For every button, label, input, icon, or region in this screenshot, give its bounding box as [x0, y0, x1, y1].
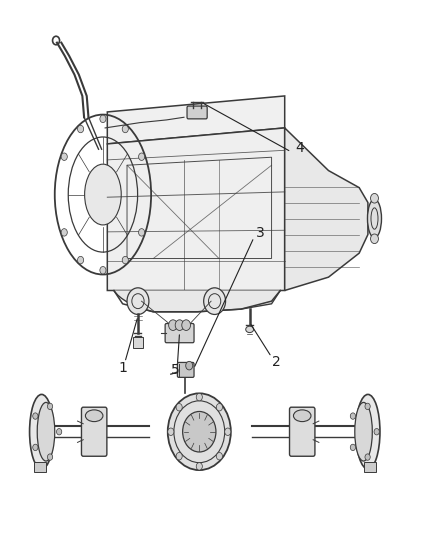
Circle shape	[371, 193, 378, 203]
Circle shape	[78, 256, 84, 264]
Polygon shape	[107, 128, 285, 290]
Text: 4: 4	[296, 141, 304, 155]
Ellipse shape	[37, 402, 55, 461]
FancyBboxPatch shape	[290, 407, 315, 456]
Circle shape	[168, 393, 231, 470]
FancyBboxPatch shape	[177, 362, 194, 377]
Text: 2: 2	[272, 356, 280, 369]
Circle shape	[175, 320, 184, 330]
Circle shape	[100, 115, 106, 123]
Circle shape	[216, 403, 223, 411]
Text: 3: 3	[256, 227, 265, 240]
Circle shape	[196, 463, 202, 470]
Circle shape	[182, 320, 191, 330]
Circle shape	[61, 229, 67, 236]
Circle shape	[138, 229, 145, 236]
Circle shape	[371, 234, 378, 244]
Circle shape	[365, 403, 370, 409]
Circle shape	[47, 454, 53, 461]
Circle shape	[350, 444, 356, 450]
FancyBboxPatch shape	[34, 462, 46, 472]
Polygon shape	[107, 96, 285, 144]
FancyBboxPatch shape	[133, 337, 143, 348]
Circle shape	[186, 361, 193, 370]
Ellipse shape	[85, 164, 121, 225]
Ellipse shape	[293, 410, 311, 422]
Circle shape	[196, 393, 202, 401]
Ellipse shape	[367, 199, 381, 238]
Text: 5: 5	[171, 364, 180, 377]
Circle shape	[33, 444, 38, 450]
Circle shape	[365, 454, 370, 461]
FancyBboxPatch shape	[364, 462, 376, 472]
FancyBboxPatch shape	[81, 407, 107, 456]
PathPatch shape	[114, 290, 280, 312]
Circle shape	[183, 411, 216, 452]
Circle shape	[138, 153, 145, 160]
Circle shape	[374, 429, 379, 435]
Circle shape	[57, 429, 62, 435]
Circle shape	[216, 453, 223, 460]
Ellipse shape	[355, 402, 372, 461]
Ellipse shape	[29, 394, 53, 469]
Polygon shape	[285, 128, 368, 290]
Ellipse shape	[246, 326, 254, 333]
Circle shape	[33, 413, 38, 419]
Circle shape	[47, 403, 53, 409]
Circle shape	[122, 256, 128, 264]
Circle shape	[225, 428, 231, 435]
Text: 1: 1	[118, 361, 127, 375]
Circle shape	[122, 125, 128, 133]
FancyBboxPatch shape	[165, 324, 194, 343]
Circle shape	[78, 125, 84, 133]
Circle shape	[350, 413, 356, 419]
Circle shape	[100, 266, 106, 274]
Ellipse shape	[356, 394, 380, 469]
Circle shape	[176, 453, 182, 460]
Circle shape	[127, 288, 149, 314]
Ellipse shape	[85, 410, 103, 422]
FancyBboxPatch shape	[187, 106, 207, 119]
Circle shape	[176, 403, 182, 411]
Circle shape	[168, 428, 174, 435]
Circle shape	[61, 153, 67, 160]
Circle shape	[169, 320, 177, 330]
Circle shape	[204, 288, 226, 314]
